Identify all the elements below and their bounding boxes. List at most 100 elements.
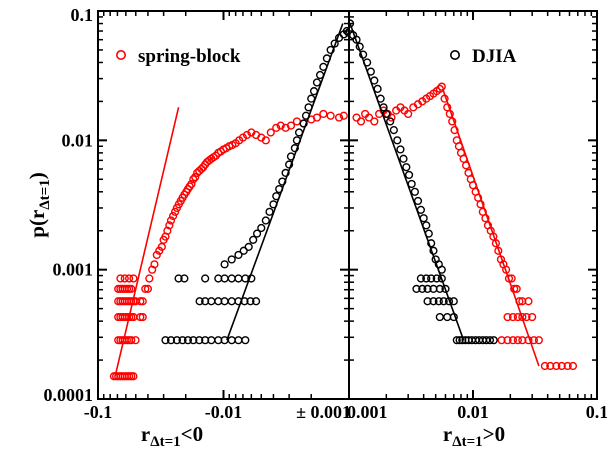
spring-block-point [404,109,413,119]
x-tick-label: 0.1 [586,402,607,422]
djia-point [399,154,408,163]
djia-point [402,163,411,172]
spring-block-point [169,211,178,221]
spring-block-point [339,111,348,120]
djia-point [435,312,444,322]
djia-point [396,145,405,154]
djia-point [434,297,443,306]
djia-point [234,336,243,345]
x-axis-label-negative-subscript: Δt=1 [150,434,180,450]
spring-block-point [481,214,490,223]
axes-frame [97,10,598,400]
djia-point [227,274,236,283]
y-tick-label: 0.001 [53,260,94,280]
djia-point [393,136,402,145]
djia-point [410,187,420,196]
x-tick-label: 0.001 [347,402,388,422]
djia-point [326,45,335,55]
spring-block-fit-line [441,88,540,367]
djia-point [227,255,236,264]
spring-block-point [163,226,172,235]
spring-block-point [508,336,518,345]
spring-block-point [272,123,281,132]
spring-block-point [534,336,544,345]
x-tick-label: -0.1 [84,402,113,422]
djia-point [174,274,183,283]
djia-point [439,297,448,306]
spring-block-point [238,133,248,142]
spring-block-point [497,336,506,345]
djia-point [234,250,243,260]
spring-block-point [513,336,522,345]
panel-negative [109,23,349,381]
legend-marker-spring-block [116,49,127,60]
spring-block-point [136,312,145,322]
spring-block-point [152,250,161,260]
spring-block-point [189,175,198,184]
djia-point [234,274,243,283]
spring-block-point [334,113,344,122]
spring-block-point [150,260,159,269]
spring-block-point [563,361,572,371]
djia-point [489,336,498,345]
spring-block-point [528,312,537,322]
y-axis-label-main: p(r [25,210,49,238]
djia-point [389,125,398,135]
spring-block-point [476,200,485,209]
djia-point [423,284,432,294]
spring-block-point [292,117,302,126]
spring-block-point [503,312,512,322]
djia-fit-line [226,23,344,341]
x-axis-label-positive-subscript: Δt=1 [452,434,482,450]
spring-block-point [145,274,154,283]
djia-point [183,336,193,345]
djia-point [429,297,438,306]
djia-point [416,274,425,283]
djia-point [239,246,248,255]
djia-point [257,223,266,233]
djia-point [412,284,421,294]
djia-point [220,260,229,269]
djia-point [427,274,436,283]
spring-block-point [136,297,145,306]
djia-point [441,284,450,294]
spring-block-point [508,312,518,322]
spring-block-point [356,117,366,126]
spring-block-point [326,111,335,120]
djia-point [422,274,431,283]
spring-block-point [129,372,138,381]
spring-block-point [127,336,136,345]
legend-label-spring-block: spring-block [138,46,241,67]
spring-block-point [524,297,533,306]
spring-block-point [171,207,180,216]
djia-point [443,312,452,322]
spring-block-point [242,130,252,140]
djia-point [290,144,299,153]
spring-block-point [138,297,147,306]
djia-point [166,336,176,345]
legend-marker-djia [449,49,460,60]
djia-point [312,78,322,87]
spring-block-point [312,113,322,122]
spring-block-point [116,274,125,283]
djia-point [418,284,427,294]
djia-point [178,336,187,345]
djia-point [227,297,236,306]
djia-point [413,196,423,206]
spring-block-point [503,336,512,345]
spring-block-point [512,284,521,294]
spring-block-point [568,361,578,371]
spring-block-point [450,125,459,135]
x-tick-label: -0.01 [205,402,243,422]
x-axis-label-positive-suffix: >0 [483,422,505,446]
x-tick-label: 0.01 [457,402,489,422]
djia-point [423,297,432,306]
y-axis-label-close: ) [25,172,49,179]
x-axis-label-negative: rΔt=1<0 [141,422,203,450]
spring-block-point [120,274,129,283]
spring-block-point [319,109,328,119]
djia-point [342,26,349,36]
spring-block-point [261,136,270,145]
